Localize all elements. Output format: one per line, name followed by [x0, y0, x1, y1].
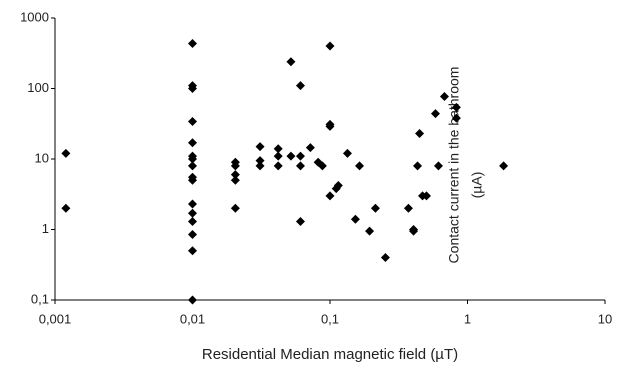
y-tick-label: 1 — [42, 221, 49, 236]
y-axis-title: (µA) — [469, 172, 485, 199]
point — [230, 203, 240, 213]
point — [413, 161, 423, 171]
point — [230, 161, 240, 171]
point — [365, 226, 375, 236]
x-tick-label: 0,001 — [39, 311, 72, 326]
y-tick-label: 0,1 — [31, 291, 49, 306]
point — [61, 148, 71, 158]
point — [451, 102, 461, 112]
point — [188, 229, 197, 239]
point — [499, 161, 509, 171]
point — [188, 117, 197, 127]
x-tick-label: 10 — [598, 311, 612, 326]
point — [188, 216, 197, 226]
point — [188, 199, 197, 209]
point — [305, 143, 315, 153]
point — [61, 203, 71, 213]
point — [325, 191, 335, 201]
point — [333, 181, 343, 191]
point — [230, 170, 240, 180]
point — [273, 151, 283, 161]
point — [188, 175, 197, 185]
x-tick-label: 1 — [464, 311, 471, 326]
point — [439, 92, 449, 102]
point — [255, 156, 265, 166]
point — [421, 191, 431, 201]
point — [325, 121, 335, 131]
point — [255, 161, 265, 171]
point — [230, 175, 240, 185]
point — [295, 216, 305, 226]
y-tick-label: 100 — [27, 80, 49, 95]
point — [409, 226, 419, 236]
y-tick-label: 10 — [35, 150, 49, 165]
point — [370, 203, 380, 213]
point — [188, 38, 197, 48]
x-tick-label: 0,01 — [180, 311, 205, 326]
point — [350, 214, 360, 224]
point — [415, 128, 425, 138]
point — [273, 144, 283, 154]
point — [188, 246, 197, 256]
x-axis-title: Residential Median magnetic field (µT) — [202, 346, 458, 363]
point — [255, 142, 265, 152]
point — [188, 208, 197, 218]
point — [188, 161, 197, 171]
point — [286, 57, 296, 67]
point — [295, 81, 305, 91]
point — [380, 253, 390, 263]
point — [430, 109, 440, 119]
point — [355, 161, 365, 171]
point — [188, 84, 197, 93]
point — [273, 161, 283, 171]
point — [317, 161, 327, 171]
point — [342, 148, 352, 158]
point — [451, 113, 461, 123]
point — [295, 161, 305, 171]
point — [295, 151, 305, 161]
point — [188, 295, 197, 305]
x-tick-label: 0,1 — [321, 311, 339, 326]
point — [286, 151, 296, 161]
point — [403, 203, 413, 213]
point — [325, 41, 335, 51]
point — [188, 154, 197, 164]
y-tick-label: 1000 — [20, 9, 49, 24]
point — [188, 138, 197, 148]
point — [433, 161, 443, 171]
